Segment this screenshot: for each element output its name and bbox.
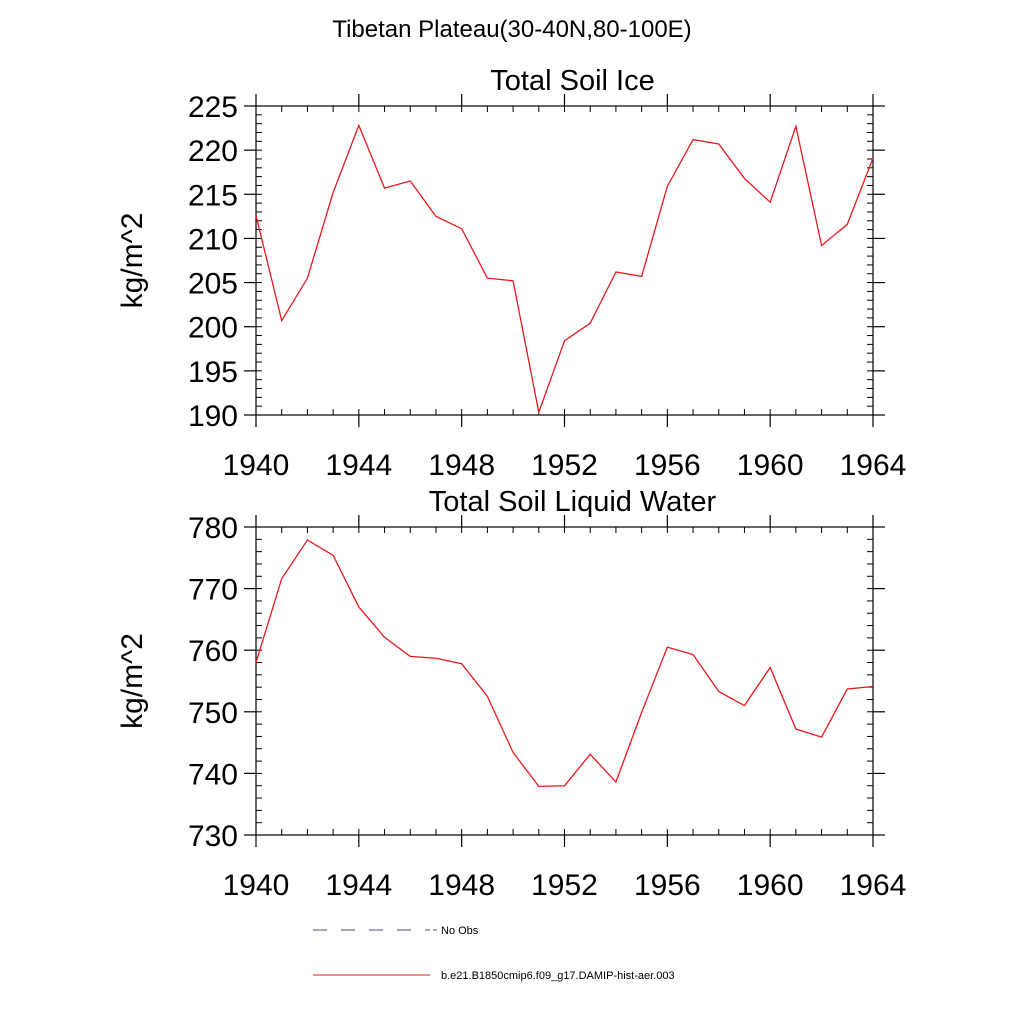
y-tick-label: 770 (188, 574, 238, 607)
panel-title: Total Soil Ice (490, 65, 654, 97)
y-axis-label: kg/m^2 (116, 633, 149, 729)
y-tick-label: 190 (188, 400, 238, 433)
x-tick-label: 1944 (325, 449, 392, 482)
x-tick-label: 1948 (428, 449, 495, 482)
legend-label-1: No Obs (441, 925, 479, 937)
y-axis-label: kg/m^2 (116, 213, 149, 309)
panel-title: Total Soil Liquid Water (429, 486, 717, 518)
y-tick-label: 220 (188, 135, 238, 168)
y-tick-label: 205 (188, 268, 238, 301)
y-tick-label: 225 (188, 91, 238, 124)
y-tick-label: 195 (188, 356, 238, 389)
y-tick-label: 750 (188, 697, 238, 730)
y-tick-label: 760 (188, 635, 238, 668)
x-tick-label: 1964 (840, 449, 907, 482)
series-line (255, 123, 874, 415)
x-tick-label: 1940 (223, 449, 290, 482)
chart-panel-2: Total Soil Liquid Water kg/m^2 1940 1944 194… (116, 486, 906, 902)
x-tick-label: 1960 (737, 449, 804, 482)
chart-panel-1: Total Soil Ice kg/m^2 1940 1944 1948 1952 1956… (116, 65, 906, 482)
x-tick-label: 1940 (223, 869, 290, 902)
series-line (255, 539, 874, 787)
y-tick-label: 780 (188, 512, 238, 545)
figure-suptitle: Tibetan Plateau(30-40N,80-100E) (332, 16, 692, 43)
y-tick-label: 740 (188, 758, 238, 791)
legend: No Obs b.e21.B1850cmip6.f09_g17.DAMIP-his… (313, 925, 675, 982)
y-tick-label: 210 (188, 223, 238, 256)
y-tick-label: 215 (188, 179, 238, 212)
x-tick-label: 1952 (531, 449, 598, 482)
x-tick-label: 1964 (840, 869, 907, 902)
x-tick-label: 1952 (531, 869, 598, 902)
x-tick-label: 1960 (737, 869, 804, 902)
y-tick-label: 200 (188, 312, 238, 345)
plot-frame (255, 526, 874, 836)
y-tick-label: 730 (188, 820, 238, 853)
x-tick-label: 1956 (634, 449, 701, 482)
x-tick-label: 1956 (634, 869, 701, 902)
legend-label-2: b.e21.B1850cmip6.f09_g17.DAMIP-hist-aer.… (441, 970, 675, 982)
x-tick-label: 1944 (325, 869, 392, 902)
x-tick-label: 1948 (428, 869, 495, 902)
